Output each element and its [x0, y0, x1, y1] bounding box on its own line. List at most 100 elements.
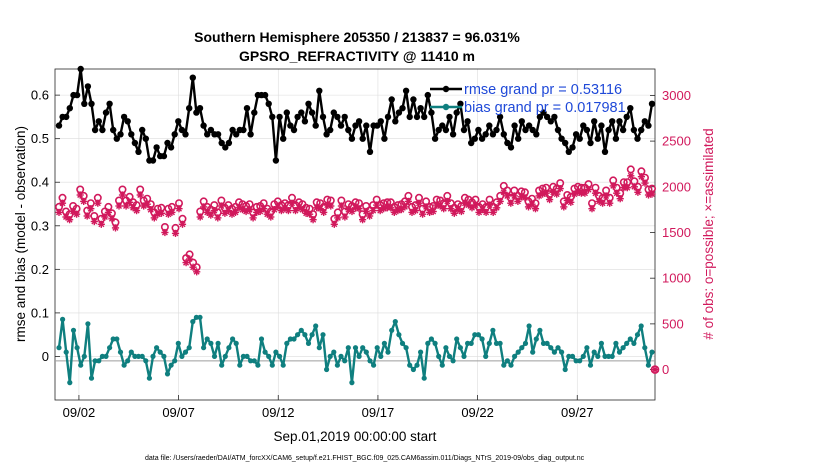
y-tick-label-right: 2000	[662, 179, 691, 194]
series-marker	[410, 366, 416, 373]
obs-assimilated-marker	[214, 214, 222, 222]
obs-assimilated-marker	[143, 200, 151, 208]
obs-assimilated-marker	[267, 213, 275, 221]
series-marker	[453, 109, 460, 116]
series-marker	[214, 131, 222, 138]
series-marker	[443, 345, 449, 351]
series-marker	[91, 126, 99, 134]
series-marker	[363, 122, 370, 129]
obs-assimilated-marker	[87, 205, 95, 213]
obs-assimilated-marker	[634, 188, 642, 196]
series-marker	[298, 327, 304, 333]
obs-assimilated-marker	[553, 190, 561, 198]
series-marker	[551, 349, 558, 355]
obs-assimilated-marker	[83, 212, 91, 220]
series-marker	[483, 353, 489, 359]
series-marker	[77, 65, 84, 73]
series-marker	[121, 362, 127, 368]
series-marker	[171, 131, 178, 138]
series-marker	[598, 340, 605, 346]
series-marker	[468, 340, 474, 346]
series-marker	[200, 122, 207, 129]
series-marker	[577, 358, 583, 364]
x-tick-label: 09/12	[262, 405, 295, 420]
series-marker	[204, 336, 210, 342]
series-marker	[330, 109, 337, 116]
series-marker	[237, 362, 243, 368]
y-tick-label-right: 0	[662, 362, 669, 377]
series-marker	[428, 109, 435, 116]
series-marker	[526, 323, 532, 329]
series-marker	[385, 349, 391, 355]
obs-assimilated-marker	[97, 220, 105, 228]
series-marker	[482, 131, 489, 138]
series-marker	[627, 105, 634, 112]
series-marker	[413, 113, 421, 121]
series-marker	[88, 375, 95, 381]
series-marker	[338, 353, 344, 359]
series-marker	[153, 144, 160, 151]
series-marker	[439, 362, 445, 368]
plot-area-frame	[54, 68, 656, 401]
series-marker	[295, 332, 301, 338]
series-marker	[312, 122, 319, 129]
obs-assimilated-marker	[330, 220, 338, 228]
series-marker	[186, 345, 192, 351]
series-marker	[222, 353, 228, 359]
series-marker	[399, 105, 406, 112]
series-marker	[381, 340, 387, 346]
series-marker	[500, 131, 507, 138]
series-marker	[493, 340, 500, 346]
series-marker	[388, 96, 395, 103]
series-marker	[449, 131, 457, 138]
series-marker	[60, 316, 66, 322]
series-marker	[436, 353, 442, 359]
series-marker	[334, 113, 341, 121]
y-tick-label-right: 500	[662, 316, 684, 331]
series-marker	[95, 118, 103, 125]
series-marker	[175, 340, 181, 346]
obs-assimilated-marker	[108, 215, 116, 223]
series-marker	[529, 126, 536, 134]
obs-assimilated-marker	[58, 199, 67, 207]
series-marker	[85, 321, 91, 327]
series-marker	[421, 375, 427, 381]
series-marker	[457, 345, 463, 351]
obs-assimilated-marker	[150, 214, 158, 222]
series-marker	[638, 323, 644, 329]
series-marker	[490, 327, 496, 333]
obs-assimilated-marker	[599, 199, 607, 207]
series-marker	[392, 319, 398, 325]
obs-assimilated-marker	[373, 201, 381, 209]
series-marker	[558, 135, 565, 142]
obs-assimilated-marker	[168, 208, 176, 216]
series-marker	[562, 366, 568, 373]
series-marker	[302, 332, 308, 338]
obs-assimilated-marker	[76, 191, 84, 199]
series-marker	[269, 113, 276, 121]
series-marker	[265, 100, 272, 108]
series-marker	[207, 126, 215, 134]
obs-assimilated-marker	[503, 192, 511, 200]
series-marker	[146, 375, 152, 381]
series-marker	[583, 126, 591, 134]
series-marker	[377, 118, 384, 125]
obs-assimilated-marker	[366, 212, 374, 220]
series-marker	[211, 353, 218, 359]
series-marker	[472, 332, 478, 338]
series-marker	[569, 144, 576, 151]
series-marker	[161, 353, 167, 359]
series-marker	[642, 345, 648, 351]
obs-assimilated-marker	[514, 197, 522, 205]
series-marker	[291, 336, 297, 342]
series-marker	[627, 336, 633, 342]
series-marker	[204, 131, 211, 138]
series-marker	[102, 109, 110, 116]
series-marker	[313, 323, 319, 329]
y-tick-label-right: 3000	[662, 88, 691, 103]
obs-assimilated-marker	[486, 201, 494, 209]
series-marker	[460, 126, 468, 134]
series-marker	[117, 131, 124, 138]
series-marker	[572, 131, 580, 138]
obs-assimilated-marker	[355, 205, 363, 213]
